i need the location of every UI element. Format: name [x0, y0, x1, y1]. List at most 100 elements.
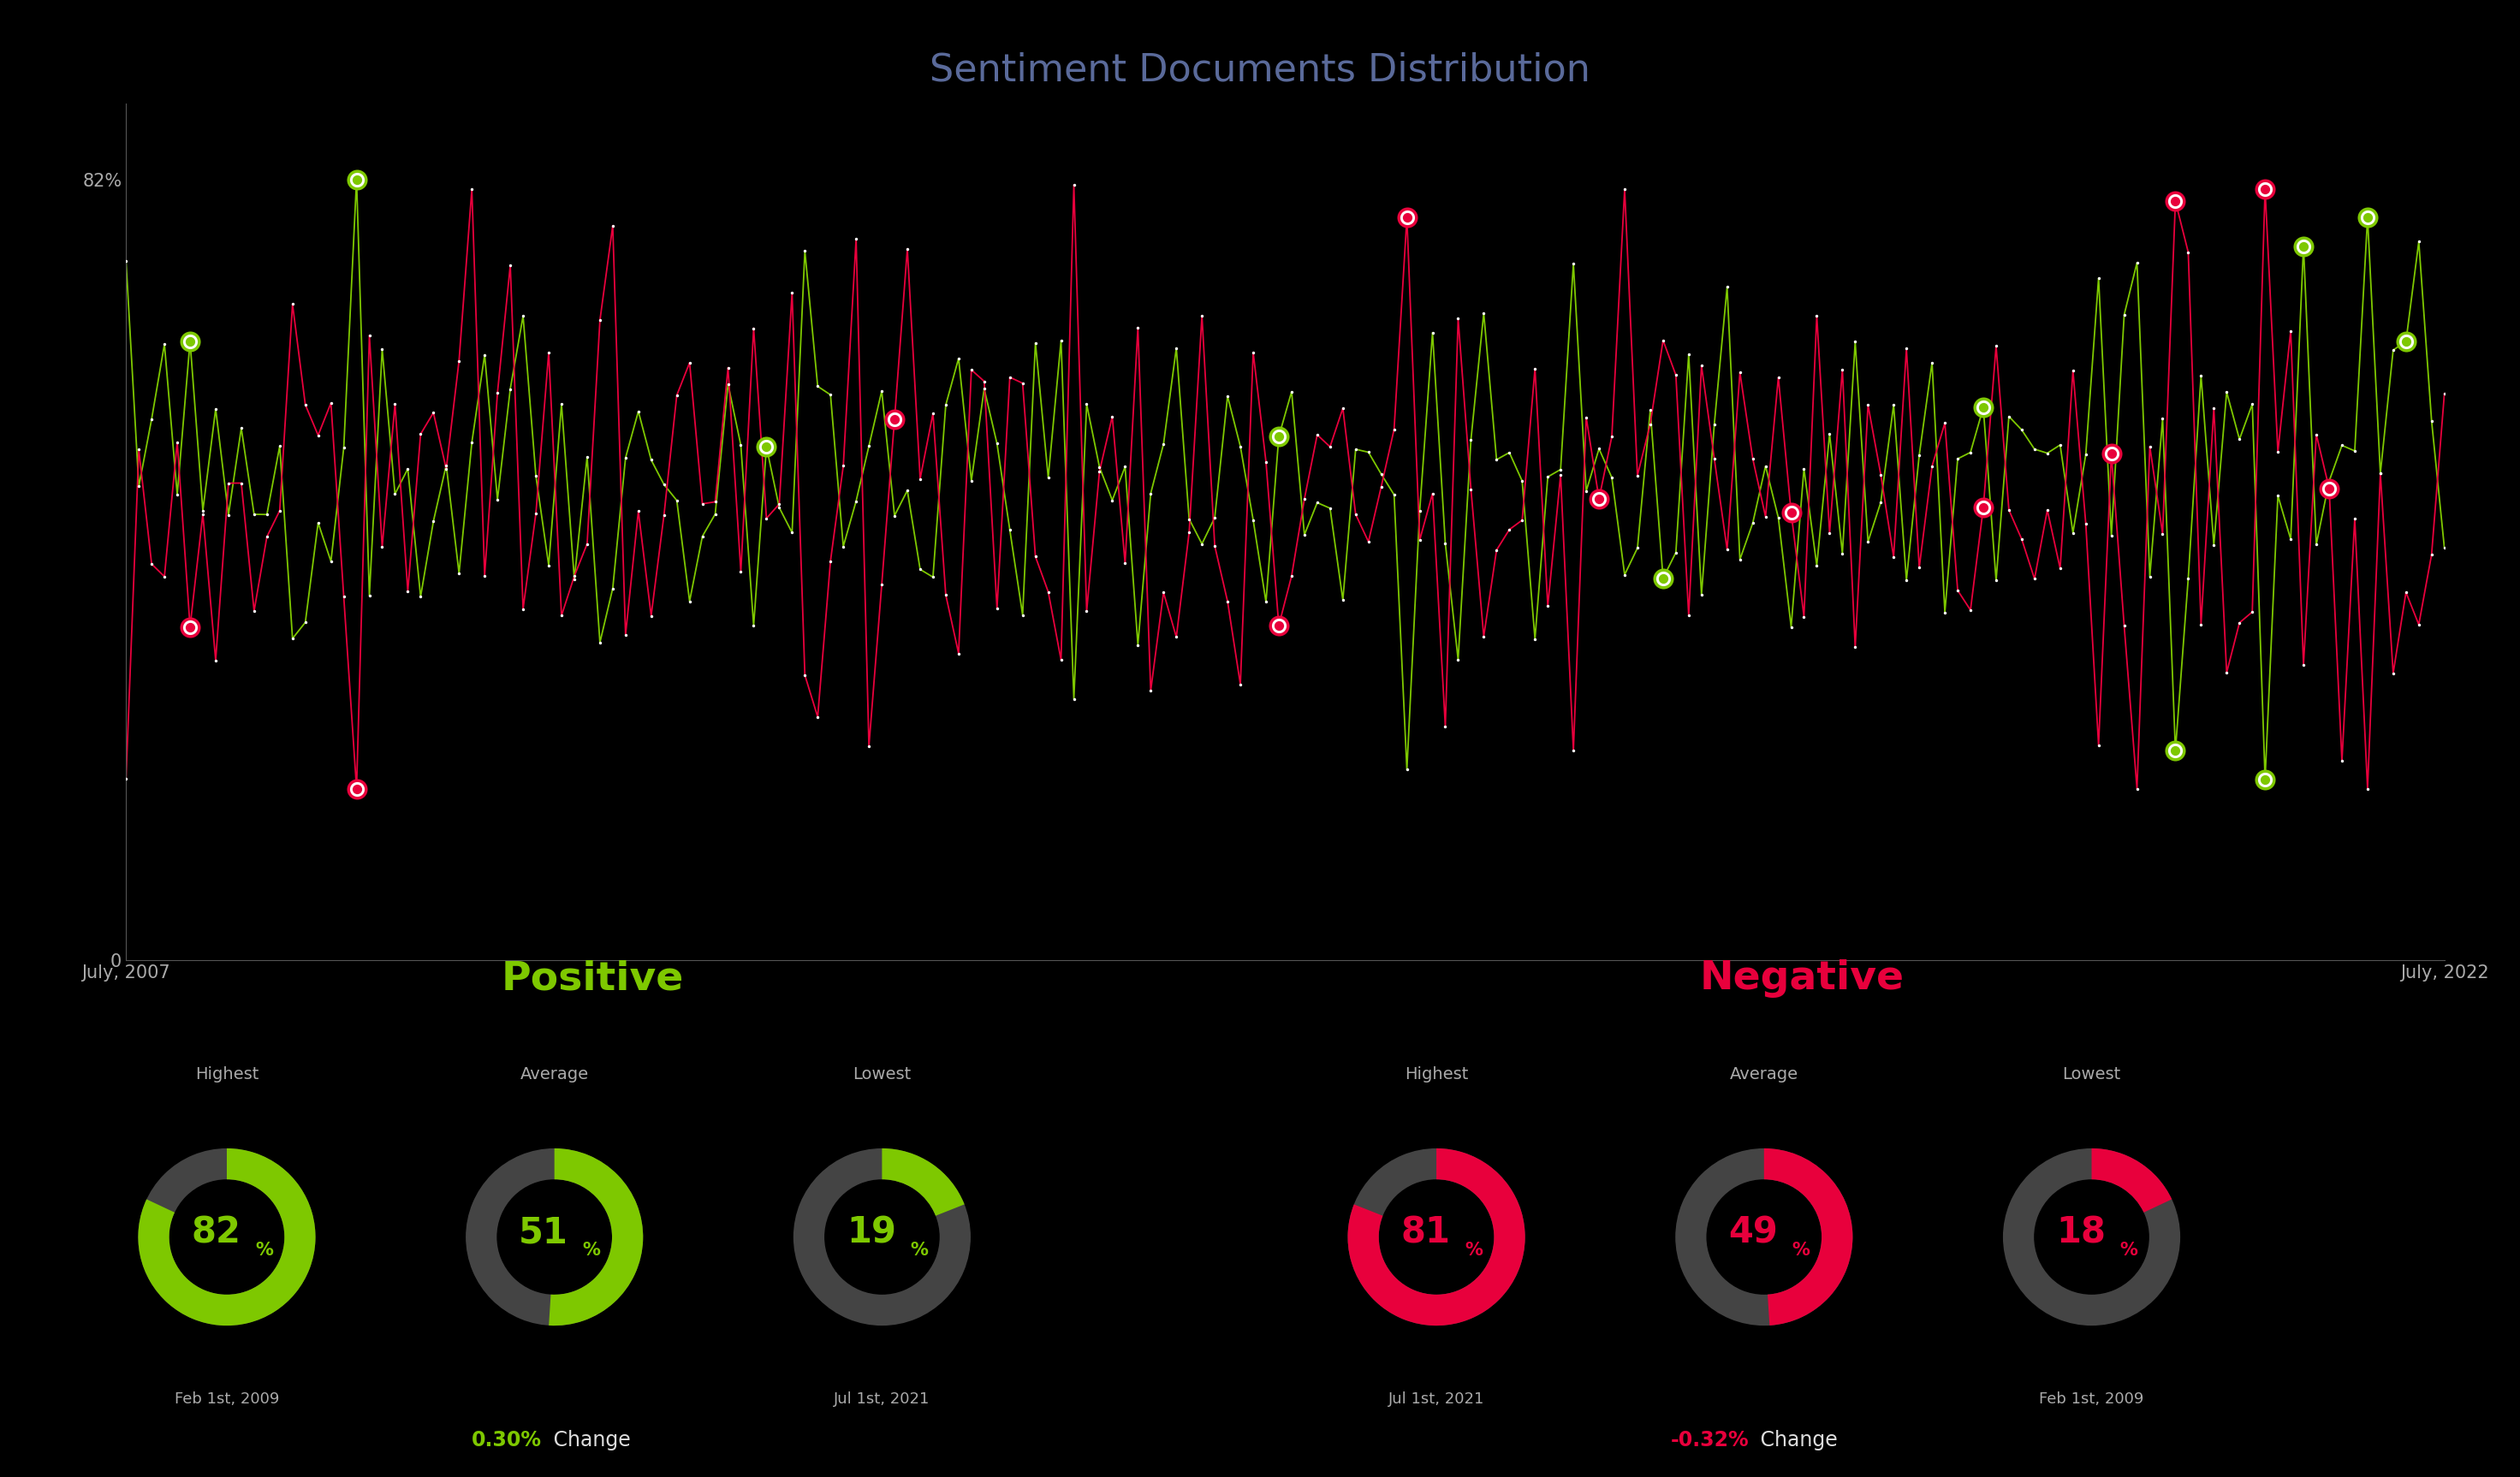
Point [605, 623, 645, 647]
Point [1336, 502, 1376, 526]
Point [1104, 455, 1144, 479]
Point [489, 377, 529, 400]
Point [1257, 425, 1298, 449]
Point [683, 524, 723, 548]
Point [260, 499, 300, 523]
Point [2349, 777, 2389, 801]
Point [1361, 474, 1401, 498]
Point [2386, 329, 2427, 353]
Point [1580, 487, 1620, 511]
Point [2245, 177, 2286, 201]
Text: Feb 1st, 2009: Feb 1st, 2009 [2039, 1391, 2145, 1406]
Point [2271, 319, 2311, 343]
Point [1552, 251, 1593, 275]
Point [106, 767, 146, 790]
Point [990, 365, 1031, 388]
Point [1310, 496, 1351, 520]
Point [592, 214, 633, 238]
Point [222, 471, 262, 495]
Point [708, 356, 748, 380]
Point [1668, 604, 1709, 628]
Point [1041, 648, 1081, 672]
Point [2041, 433, 2082, 456]
Point [1847, 530, 1887, 554]
Point [464, 564, 504, 588]
Point [1489, 440, 1530, 464]
Point [2245, 768, 2286, 792]
Point [2296, 422, 2336, 446]
Text: %: % [582, 1242, 600, 1258]
Point [811, 549, 852, 573]
Point [1822, 357, 1862, 381]
Point [874, 408, 915, 431]
Point [2092, 442, 2132, 465]
Point [1872, 545, 1913, 569]
Point [746, 436, 786, 459]
Point [234, 502, 275, 526]
Point [438, 349, 479, 372]
Point [1593, 425, 1633, 449]
Point [1938, 579, 1978, 603]
Point [2026, 498, 2066, 521]
Wedge shape [1348, 1148, 1525, 1326]
Point [1144, 433, 1184, 456]
Point [1273, 564, 1313, 588]
Point [1809, 422, 1850, 446]
Point [1772, 501, 1812, 524]
Text: Change: Change [547, 1430, 630, 1450]
Point [1348, 530, 1389, 554]
Text: Lowest: Lowest [2061, 1066, 2122, 1083]
Point [1257, 614, 1298, 638]
Point [1913, 455, 1953, 479]
Point [209, 471, 249, 495]
Point [197, 397, 237, 421]
Point [2283, 235, 2323, 258]
Point [2334, 439, 2374, 462]
Point [1477, 448, 1517, 471]
Point [2142, 521, 2182, 545]
Point [978, 431, 1018, 455]
Point [1900, 555, 1940, 579]
Point [2155, 189, 2195, 213]
Point [2283, 235, 2323, 258]
Point [1950, 440, 1991, 464]
Point [181, 502, 222, 526]
Point [1963, 396, 2003, 419]
Point [1797, 304, 1837, 328]
Point [234, 600, 275, 623]
Point [837, 489, 877, 513]
Point [2155, 738, 2195, 762]
Point [1963, 496, 2003, 520]
Point [413, 400, 454, 424]
Point [658, 489, 698, 513]
Point [1285, 523, 1326, 546]
Point [1719, 548, 1759, 572]
Point [824, 535, 864, 558]
Point [401, 585, 441, 609]
Point [2013, 437, 2054, 461]
Point [849, 734, 890, 758]
Point [937, 347, 978, 371]
Point [438, 561, 479, 585]
Point [1643, 328, 1683, 352]
Point [2386, 329, 2427, 353]
Point [1527, 594, 1567, 617]
Point [272, 626, 312, 650]
Point [2129, 564, 2170, 588]
Point [1336, 437, 1376, 461]
Point [2220, 427, 2260, 450]
Point [2208, 380, 2248, 403]
Point [2258, 484, 2298, 508]
Point [2167, 567, 2208, 591]
Point [862, 380, 902, 403]
Point [181, 499, 222, 523]
Point [1772, 501, 1812, 524]
Point [144, 564, 184, 588]
Point [2155, 189, 2195, 213]
Point [1580, 437, 1620, 461]
Point [759, 492, 799, 515]
Point [1041, 329, 1081, 353]
Point [2104, 303, 2145, 326]
Point [1232, 340, 1273, 363]
Text: Highest: Highest [1404, 1066, 1469, 1083]
